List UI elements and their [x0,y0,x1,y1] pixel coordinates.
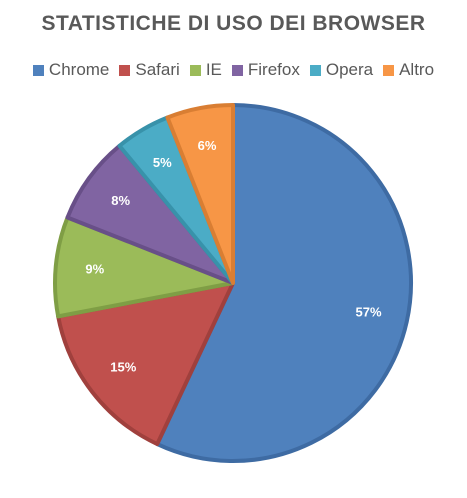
legend-label: Chrome [48,60,110,79]
legend-swatch [189,64,201,76]
legend-label: Opera [325,60,374,79]
legend-item-opera: Opera [309,60,374,80]
legend-item-chrome: Chrome [32,60,110,80]
chart-legend: Chrome Safari IE Firefox Opera Altro [0,60,467,80]
chart-title: STATISTICHE DI USO DEI BROWSER [41,12,426,35]
pie-slice-altro [165,103,235,285]
legend-label: Altro [399,60,435,79]
legend-swatch [119,64,131,76]
pie-slice-ie [53,215,235,319]
legend-item-firefox: Firefox [231,60,300,80]
legend-swatch [309,64,321,76]
data-label-firefox: 8% [111,193,130,208]
data-label-ie: 9% [85,261,104,276]
data-label-chrome: 57% [355,305,381,320]
legend-item-ie: IE [189,60,222,80]
pie-slice-safari [56,281,235,447]
legend-label: Safari [135,60,180,79]
data-label-safari: 15% [110,360,136,375]
legend-swatch [383,64,395,76]
data-label-opera: 5% [153,155,172,170]
data-label-altro: 6% [198,138,217,153]
legend-item-safari: Safari [119,60,180,80]
legend-item-altro: Altro [383,60,434,80]
legend-swatch [231,64,243,76]
legend-swatch [32,64,44,76]
legend-label: IE [205,60,222,79]
pie-slice-chrome [155,103,413,463]
legend-label: Firefox [247,60,300,79]
